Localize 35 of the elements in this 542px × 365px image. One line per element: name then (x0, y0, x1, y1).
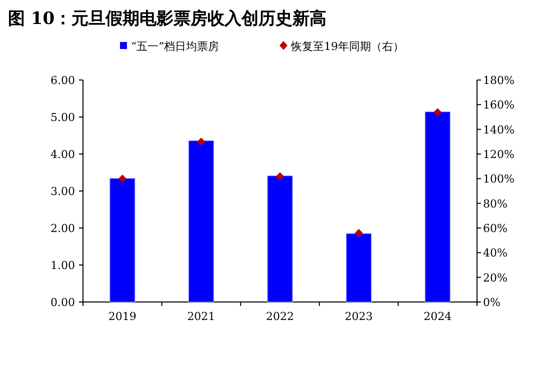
point (118, 174, 126, 183)
y-tick-label: 5.00 (50, 111, 75, 124)
y-tick-label: 1.00 (50, 259, 75, 272)
x-tick-label: 2023 (344, 310, 373, 323)
y-tick-label: 6.00 (50, 74, 75, 87)
y2-tick-label: 20% (483, 271, 508, 284)
y2-tick-label: 40% (483, 246, 508, 260)
x-tick-label: 2022 (266, 310, 294, 323)
point (197, 138, 206, 146)
y2-tick-label: 120% (483, 148, 514, 161)
bar (424, 112, 450, 302)
point (434, 108, 442, 116)
y2-tick-label: 140% (483, 123, 514, 136)
y2-tick-label: 100% (483, 172, 514, 186)
x-tick-label: 2024 (424, 310, 452, 323)
bar (267, 176, 293, 302)
y2-tick-label: 160% (483, 98, 514, 112)
point (276, 172, 284, 180)
y2-tick-label: 60% (483, 222, 508, 235)
x-tick-label: 2019 (108, 310, 136, 323)
point (354, 228, 363, 237)
y2-tick-label: 80% (483, 197, 508, 210)
y2-tick-label: 0% (483, 296, 500, 309)
bar (110, 178, 136, 302)
chart-title: 图 10：元旦假期电影票房收入创历史新高 (8, 9, 327, 29)
y-tick-label: 2.00 (50, 222, 75, 235)
y-tick-label: 0.00 (50, 296, 75, 309)
legend-label: “五一”档日均票房 (131, 40, 220, 53)
legend-label: 恢复至19年同期（右） (290, 40, 404, 53)
bar (188, 140, 214, 302)
y-tick-label: 4.00 (50, 148, 75, 161)
bar (346, 233, 372, 302)
x-tick-label: 2021 (187, 310, 216, 323)
y2-tick-label: 180% (483, 74, 514, 87)
y-tick-label: 3.00 (50, 185, 75, 198)
